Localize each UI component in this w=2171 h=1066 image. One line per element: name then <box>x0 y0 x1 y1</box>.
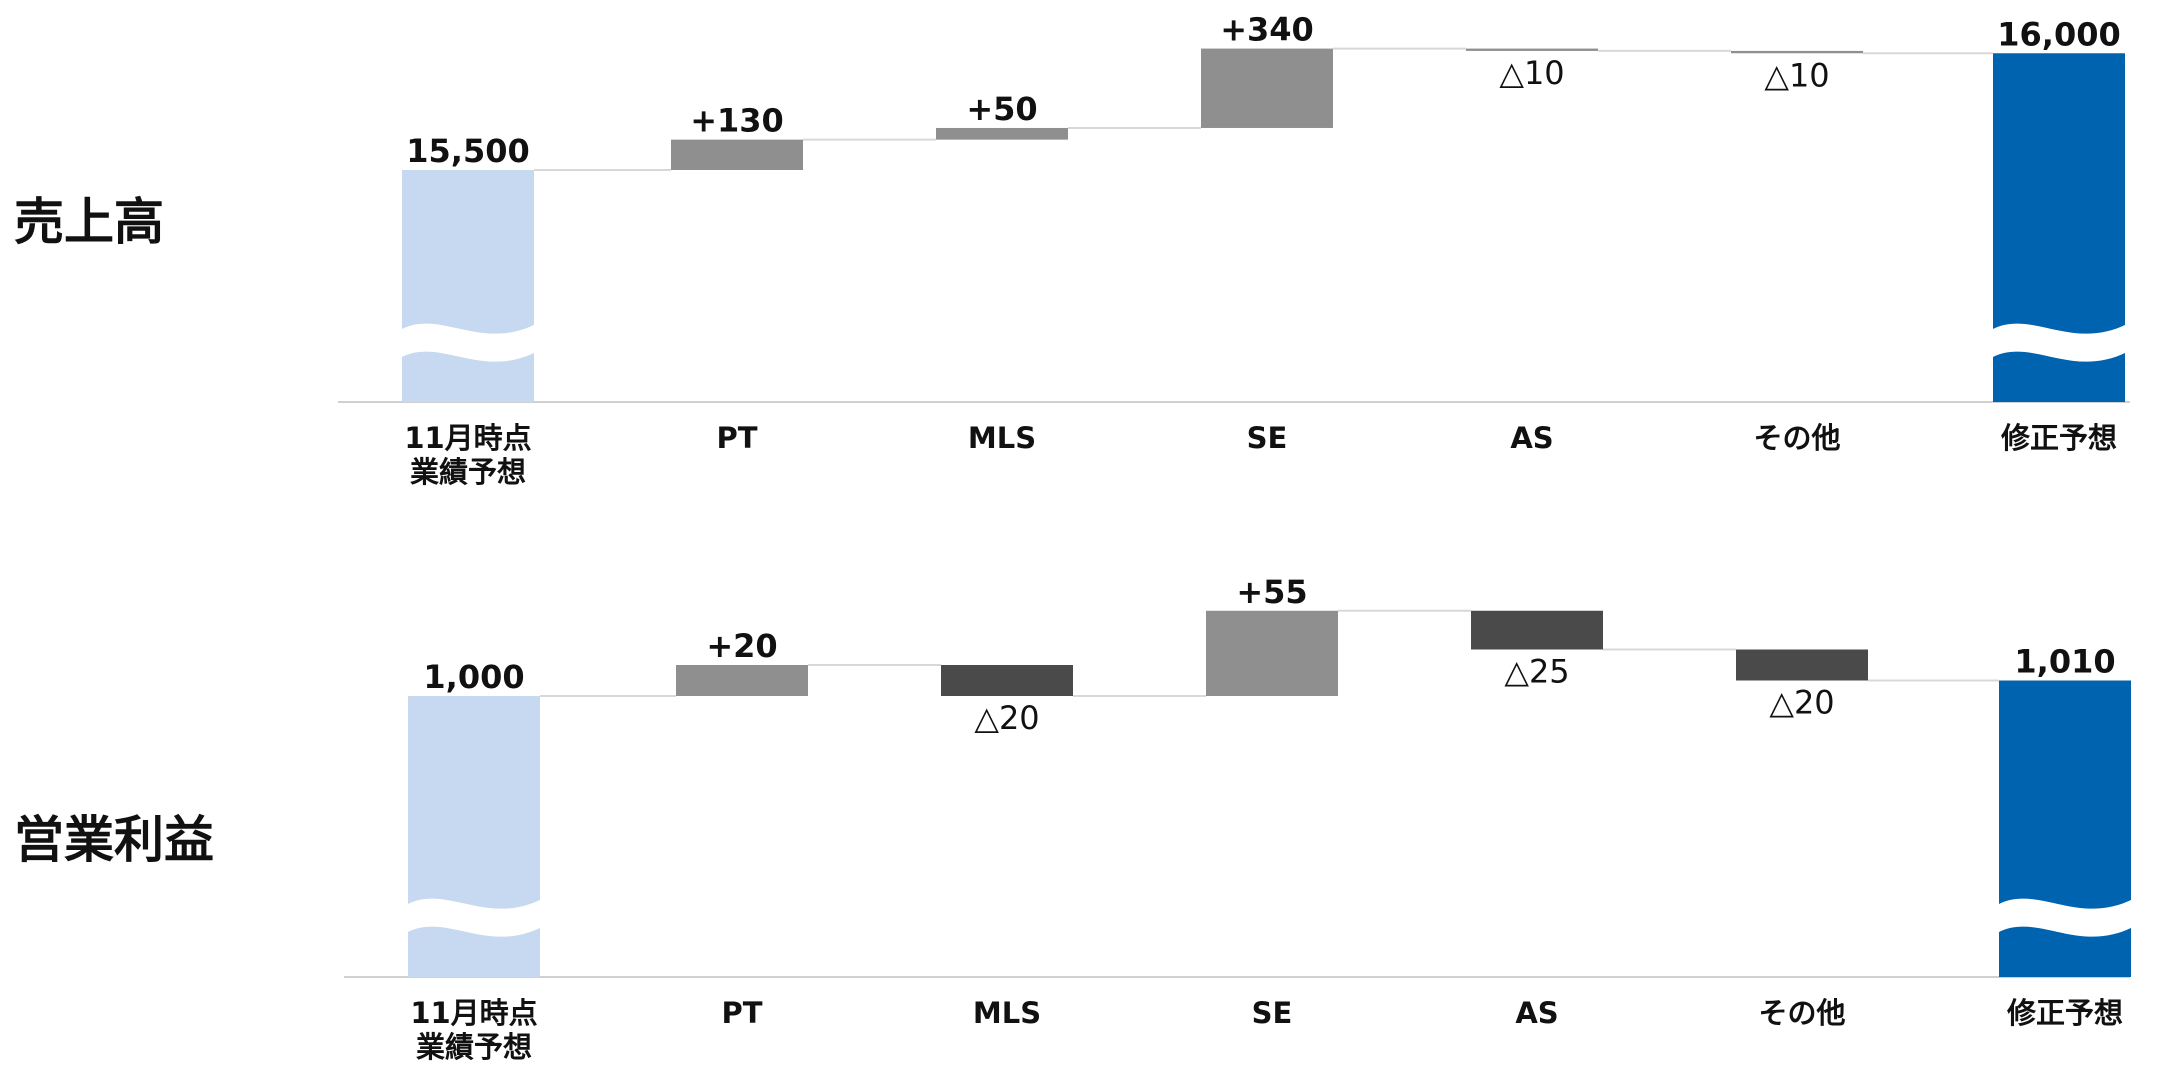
category-label: 修正予想 <box>2006 996 2123 1030</box>
category-label: SE <box>1252 996 1293 1030</box>
category-label: MLS <box>973 996 1041 1030</box>
category-label: PT <box>716 421 757 455</box>
category-label: PT <box>721 996 762 1030</box>
sales-title: 売上高 <box>14 193 164 251</box>
value-label: △20 <box>974 699 1039 737</box>
category-label: SE <box>1247 421 1288 455</box>
category-label: AS <box>1515 996 1558 1030</box>
value-label: 15,500 <box>406 132 529 170</box>
change-bar <box>1206 610 1338 696</box>
start-bar <box>402 170 534 402</box>
value-label: 16,000 <box>1997 15 2120 53</box>
change-bar <box>1471 610 1603 650</box>
start-bar <box>408 696 540 977</box>
value-label: 1,000 <box>423 658 524 696</box>
axis-break-wave <box>1991 323 2127 362</box>
change-bar <box>1466 48 1598 51</box>
category-label: MLS <box>968 421 1036 455</box>
operating-profit-title: 営業利益 <box>14 811 214 869</box>
category-label: AS <box>1510 421 1553 455</box>
axis-break-wave <box>406 898 542 937</box>
category-label: 業績予想 <box>410 455 526 489</box>
change-bar <box>936 127 1068 140</box>
value-label: △20 <box>1769 684 1834 722</box>
value-label: +20 <box>706 627 777 665</box>
value-label: +130 <box>690 102 784 140</box>
category-label: その他 <box>1758 996 1845 1030</box>
value-label: 1,010 <box>2014 643 2115 681</box>
value-label: △25 <box>1504 653 1569 691</box>
category-label: 業績予想 <box>416 1030 532 1064</box>
change-bar <box>1731 50 1863 54</box>
category-label: 修正予想 <box>2000 421 2117 455</box>
category-label: その他 <box>1753 421 1840 455</box>
value-label: +340 <box>1220 11 1314 49</box>
axis-break-wave <box>1997 898 2133 937</box>
change-bar <box>1201 48 1333 128</box>
value-label: +55 <box>1236 573 1307 611</box>
value-label: △10 <box>1764 56 1829 94</box>
axis-break-wave <box>400 323 536 362</box>
value-label: +50 <box>966 90 1037 128</box>
category-label: 11月時点 <box>410 996 537 1030</box>
change-bar <box>671 139 803 170</box>
value-label: △10 <box>1499 54 1564 92</box>
change-bar <box>941 665 1073 696</box>
change-bar <box>676 665 808 696</box>
change-bar <box>1736 649 1868 681</box>
category-label: 11月時点 <box>404 421 531 455</box>
